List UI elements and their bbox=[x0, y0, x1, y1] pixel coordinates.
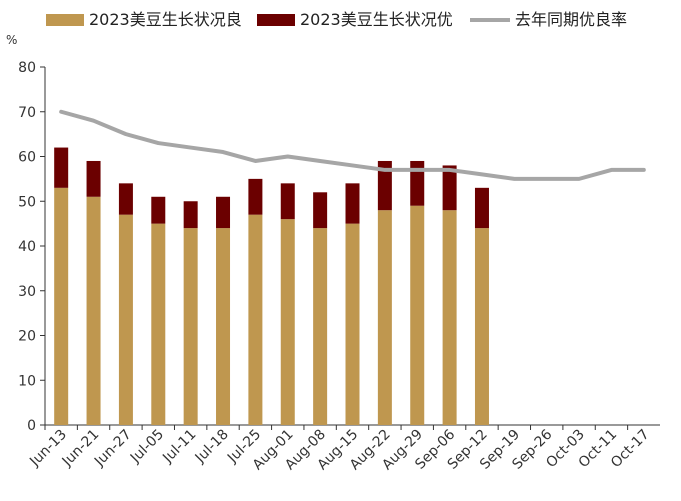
bar-good bbox=[183, 228, 198, 425]
bar-excellent bbox=[216, 196, 231, 229]
last-year-line-series bbox=[59, 109, 646, 181]
legend-swatch-good bbox=[46, 14, 84, 26]
y-axis-ticks: 0 10 20 30 40 50 60 70 80 bbox=[18, 60, 45, 434]
bar-excellent bbox=[183, 201, 198, 229]
y-tick-label: 30 bbox=[18, 284, 36, 300]
bar-good bbox=[345, 223, 360, 425]
bar-good bbox=[118, 214, 133, 425]
y-tick-label: 20 bbox=[18, 329, 36, 345]
bar-good bbox=[280, 219, 295, 425]
legend-item-excellent: 2023美豆生长状况优 bbox=[257, 10, 453, 29]
legend-label-good: 2023美豆生长状况良 bbox=[89, 10, 242, 29]
bar-excellent bbox=[474, 187, 489, 229]
legend-label-excellent: 2023美豆生长状况优 bbox=[300, 10, 453, 29]
bar-good bbox=[377, 210, 392, 425]
bar-excellent bbox=[313, 192, 328, 229]
bar-excellent bbox=[118, 183, 133, 215]
x-tick-label: Jul-05 bbox=[127, 427, 167, 467]
bar-excellent bbox=[377, 160, 392, 211]
legend-item-good: 2023美豆生长状况良 bbox=[46, 10, 242, 29]
x-tick-label: Jul-18 bbox=[192, 427, 232, 467]
bar-good bbox=[216, 228, 231, 425]
bar-good bbox=[248, 214, 263, 425]
line-last-year bbox=[59, 109, 646, 181]
bar-good bbox=[54, 187, 69, 425]
bars-excellent-series bbox=[54, 147, 489, 229]
x-tick-label: Jun-27 bbox=[91, 427, 135, 471]
bar-excellent bbox=[86, 160, 101, 197]
legend: 2023美豆生长状况良 2023美豆生长状况优 去年同期优良率 bbox=[46, 10, 627, 29]
legend-item-last-year: 去年同期优良率 bbox=[470, 10, 627, 29]
y-tick-label: 0 bbox=[27, 418, 36, 434]
x-tick-label: Jun-21 bbox=[59, 427, 103, 471]
bar-excellent bbox=[248, 178, 263, 215]
bar-excellent bbox=[54, 147, 69, 188]
bar-good bbox=[474, 228, 489, 425]
bars-good-series bbox=[54, 187, 489, 425]
y-axis-unit: % bbox=[6, 33, 17, 47]
y-tick-label: 50 bbox=[18, 194, 36, 210]
bar-good bbox=[86, 196, 101, 425]
bar-excellent bbox=[410, 160, 425, 206]
x-axis-ticks: Jun-13Jun-21Jun-27Jul-05Jul-11Jul-18Jul-… bbox=[26, 425, 653, 473]
y-tick-label: 10 bbox=[18, 373, 36, 389]
bar-excellent bbox=[151, 196, 166, 224]
y-tick-label: 60 bbox=[18, 150, 36, 166]
legend-label-last-year: 去年同期优良率 bbox=[515, 10, 627, 29]
bar-good bbox=[313, 228, 328, 425]
bar-good bbox=[410, 205, 425, 425]
bar-good bbox=[151, 223, 166, 425]
x-tick-label: Jul-11 bbox=[159, 427, 199, 467]
bar-good bbox=[442, 210, 457, 425]
y-tick-label: 80 bbox=[18, 60, 36, 76]
y-tick-label: 40 bbox=[18, 239, 36, 255]
legend-swatch-excellent bbox=[257, 14, 295, 26]
bar-excellent bbox=[345, 183, 360, 224]
y-tick-label: 70 bbox=[18, 105, 36, 121]
bar-excellent bbox=[280, 183, 295, 220]
bar-excellent bbox=[442, 165, 457, 211]
